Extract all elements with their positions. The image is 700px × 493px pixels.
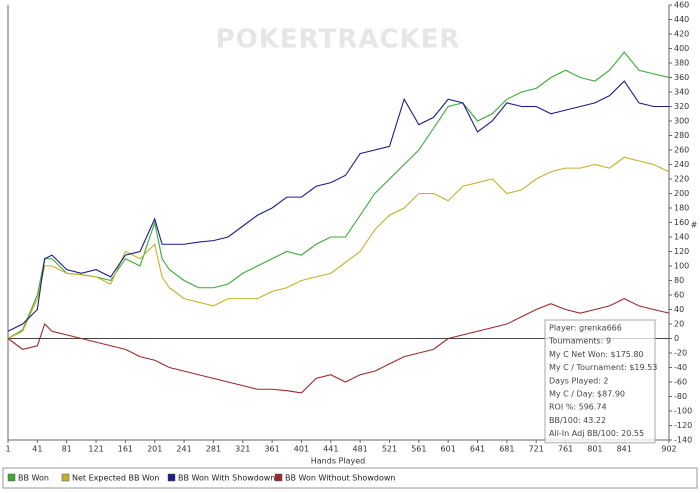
x-tick-label: 121: [88, 445, 103, 454]
y-tick-label: 200: [674, 189, 689, 198]
y-tick-label: 100: [674, 262, 689, 271]
x-tick-label: 481: [353, 445, 368, 454]
y-tick-label: -140: [674, 436, 692, 445]
legend-label: BB Won Without Showdown: [285, 474, 395, 483]
legend-swatch: [7, 473, 16, 482]
x-tick-label: 641: [470, 445, 485, 454]
x-tick-label: 241: [176, 445, 191, 454]
x-tick-label: 161: [118, 445, 133, 454]
x-axis-label: Hands Played: [311, 457, 365, 466]
watermark: POKERTRACKER: [216, 25, 461, 55]
y-tick-label: 40: [674, 305, 684, 314]
y-tick-label: 380: [674, 59, 689, 68]
x-tick-label: 681: [499, 445, 514, 454]
info-text: BB/100: 43.22: [549, 416, 606, 425]
x-tick-label: 361: [264, 445, 279, 454]
legend-label: Net Expected BB Won: [72, 474, 159, 483]
y-tick-label: -120: [674, 421, 692, 430]
x-tick-label: 841: [617, 445, 632, 454]
x-tick-label: 761: [558, 445, 573, 454]
x-tick-label: 401: [294, 445, 309, 454]
y-tick-label: -60: [674, 378, 687, 387]
y-tick-label: 340: [674, 88, 689, 97]
legend-swatch: [61, 473, 70, 482]
y-tick-label: 220: [674, 175, 689, 184]
y-tick-label: -80: [674, 392, 687, 401]
x-tick-label: 561: [411, 445, 426, 454]
y-tick-label: -100: [674, 407, 692, 416]
y-tick-label: 280: [674, 131, 689, 140]
legend-swatch: [274, 473, 283, 482]
info-box: [544, 319, 656, 444]
y-tick-label: 140: [674, 233, 689, 242]
x-tick-label: 281: [206, 445, 221, 454]
legend-label: BB Won: [18, 474, 49, 483]
y-tick-label: 400: [674, 44, 689, 53]
y-tick-label: 20: [674, 320, 684, 329]
x-tick-label: 441: [323, 445, 338, 454]
y-tick-label: 360: [674, 73, 689, 82]
y-tick-label: 80: [674, 276, 684, 285]
y-tick-label: 460: [674, 1, 689, 10]
info-text: Player: grenka666: [549, 324, 622, 333]
info-text: My C / Tournament: $19.53: [549, 363, 657, 372]
info-text: Tournaments: 9: [548, 337, 611, 346]
y-tick-label: 320: [674, 102, 689, 111]
series-line: [7, 80, 669, 332]
y-axis-label: #: [691, 221, 698, 230]
y-tick-label: 300: [674, 117, 689, 126]
series-line: [7, 156, 670, 339]
x-tick-label: 321: [235, 445, 250, 454]
info-text: My C / Day: $87.90: [549, 390, 625, 399]
info-text: Days Played: 2: [549, 376, 609, 385]
y-tick-label: 260: [674, 146, 689, 155]
y-tick-label: 160: [674, 218, 689, 227]
y-tick-label: 180: [674, 204, 689, 213]
y-tick-label: -40: [674, 363, 687, 372]
y-tick-label: -20: [674, 349, 687, 358]
info-text: My C Net Won: $175.80: [549, 350, 644, 359]
legend-frame: [2, 467, 698, 489]
x-tick-label: 201: [147, 445, 162, 454]
y-tick-label: 0: [674, 334, 679, 343]
x-tick-label: 601: [441, 445, 456, 454]
y-tick-label: 240: [674, 160, 689, 169]
series-line: [7, 51, 670, 339]
legend-swatch: [167, 473, 176, 482]
x-tick-label: 81: [62, 445, 72, 454]
legend-label: BB Won With Showdown: [178, 474, 275, 483]
x-tick-label: 801: [587, 445, 602, 454]
series-line: [7, 298, 670, 394]
x-tick-label: 721: [529, 445, 544, 454]
x-tick-label: 41: [32, 445, 42, 454]
info-text: ROI %: 596.74: [549, 403, 607, 412]
y-tick-label: 60: [674, 291, 684, 300]
x-tick-label: 521: [382, 445, 397, 454]
y-tick-label: 440: [674, 15, 689, 24]
y-tick-label: 120: [674, 247, 689, 256]
y-tick-label: 420: [674, 30, 689, 39]
x-tick-label: 1: [5, 445, 10, 454]
x-tick-label: 902: [661, 445, 676, 454]
info-text: All-In Adj BB/100: 20.55: [549, 429, 644, 438]
